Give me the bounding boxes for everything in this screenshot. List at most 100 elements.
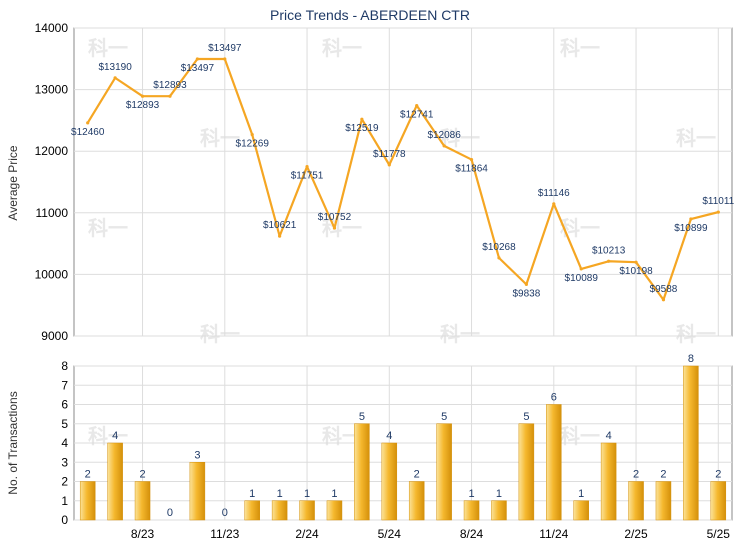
transaction-bar-label: 2 [139,469,145,481]
transaction-bar [271,500,288,521]
x-tick-label: 11/24 [539,527,568,541]
price-point [716,210,720,214]
price-point [524,282,528,286]
transaction-bar-label: 4 [112,430,118,442]
price-point-label: $10752 [318,212,352,223]
price-tick-label: 9000 [41,329,68,343]
transaction-bar-label: 1 [496,488,502,500]
transaction-bar-label: 3 [194,449,200,461]
x-tick-label: 11/23 [210,527,239,541]
transaction-bar-label: 1 [331,488,337,500]
transactions-tick-label: 6 [61,398,68,412]
price-point-label: $10213 [592,245,626,256]
price-point-label: $12269 [236,139,270,150]
price-tick-label: 12000 [35,144,69,158]
price-point-label: $11778 [373,149,406,160]
price-point [415,103,419,108]
price-plot-frame [73,27,733,337]
price-point [469,157,474,162]
price-point [442,144,446,148]
price-point-label: $11751 [291,171,324,182]
price-point [332,226,337,230]
transaction-bar-label: 5 [441,411,447,423]
transactions-axis-label: No. of Transactions [6,391,20,494]
transaction-bar-label: 1 [468,488,474,500]
transaction-bar-label: 5 [359,411,365,423]
transaction-bar [381,442,398,521]
x-tick-label: 5/24 [378,527,402,541]
transaction-bar [518,423,535,521]
price-point [607,259,611,263]
price-series-line [86,57,719,301]
price-point [250,133,254,137]
price-point [579,267,583,271]
price-tick-label: 11000 [36,206,69,220]
transactions-tick-label: 7 [61,378,68,392]
transaction-bar [710,481,727,521]
price-point [168,94,172,98]
x-tick-label: 2/25 [624,527,648,541]
transactions-tick-label: 0 [61,513,68,527]
transaction-bar-label: 0 [222,507,228,519]
transactions-tick-label: 2 [61,475,68,489]
transaction-bar-label: 4 [606,430,612,442]
transaction-bar-label: 0 [167,507,173,519]
transaction-bar [244,500,260,521]
price-point [223,57,227,61]
price-tick-label: 13000 [35,83,69,97]
transaction-bar [189,462,206,521]
price-point-label: $13497 [181,63,215,74]
transaction-bar [299,500,315,521]
transaction-bar-label: 2 [633,469,639,481]
transaction-bar-label: 2 [660,469,666,481]
transaction-bar [546,404,562,521]
price-axis-label: Average Price [6,145,20,220]
transactions-tick-label: 5 [61,417,68,431]
price-tick-label: 14000 [35,21,69,35]
transaction-bar-label: 8 [688,353,694,365]
x-tick-label: 2/24 [295,527,319,541]
transaction-bar [354,423,370,521]
x-tick-label: 5/25 [707,527,731,541]
transaction-bar [79,481,96,521]
price-point-label: $10899 [674,223,708,234]
price-point-label: $12893 [126,100,160,111]
price-point [360,117,364,121]
transaction-bar [491,500,507,521]
price-point-label: $12519 [345,123,379,134]
transaction-bar [683,365,699,521]
price-point [305,164,309,169]
price-point [195,57,199,61]
transaction-bar-label: 4 [386,430,392,442]
transaction-bar-label: 2 [414,469,420,481]
transactions-tick-label: 3 [61,455,68,469]
transaction-bar-label: 1 [249,488,255,500]
transaction-bar [628,481,644,521]
price-point-label: $12086 [427,130,461,141]
price-point-label: $12460 [71,127,105,138]
transactions-tick-label: 1 [61,494,68,508]
price-point-label: $9588 [650,284,678,295]
price-point-label: $13497 [208,43,242,54]
price-point [387,163,391,167]
price-point [278,234,282,238]
price-point-label: $12893 [153,80,187,91]
transaction-bar-label: 2 [715,469,721,481]
price-point-label: $9838 [512,288,540,299]
transaction-bar-label: 1 [277,488,283,500]
transaction-bar-label: 5 [523,411,529,423]
transaction-bar-label: 1 [304,488,310,500]
transaction-bar [436,423,452,521]
price-tick-label: 10000 [35,267,69,281]
price-point-label: $10089 [565,273,599,284]
price-point-label: $12741 [400,110,434,121]
price-point [113,76,117,80]
price-point [634,260,638,264]
x-tick-label: 8/23 [131,527,155,541]
transactions-tick-label: 8 [61,359,68,373]
price-point-label: $10621 [263,220,297,231]
price-point-label: $11011 [702,196,734,207]
transaction-bar [408,481,425,521]
price-point [86,121,90,125]
